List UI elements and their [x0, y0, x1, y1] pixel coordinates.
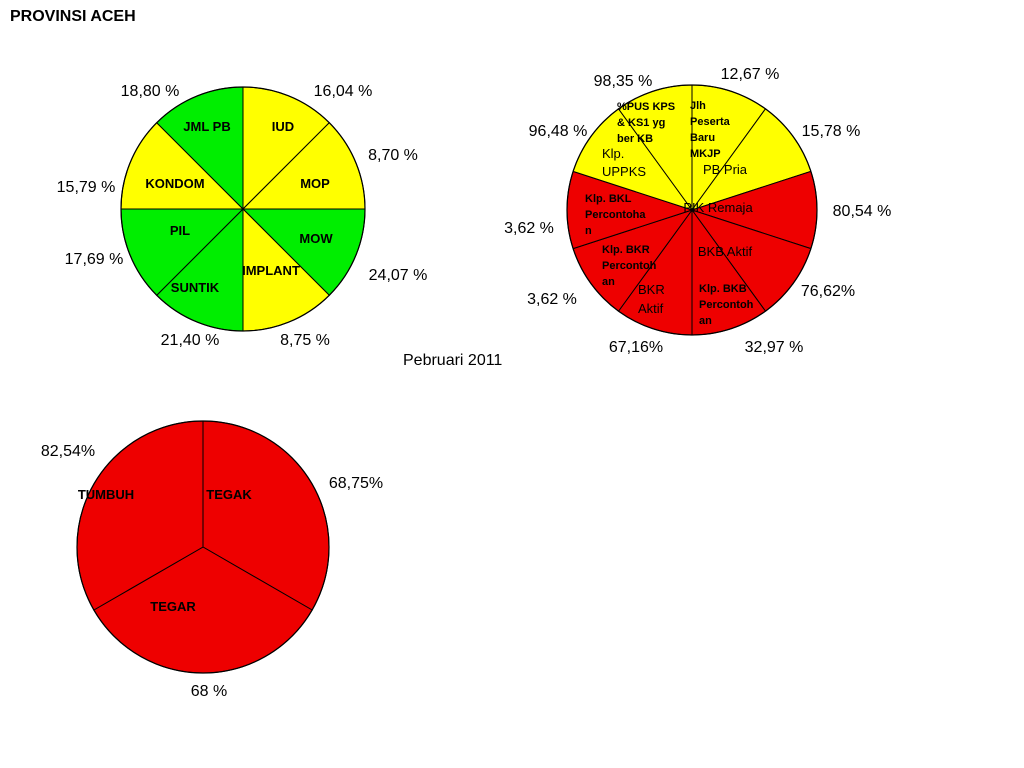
- slice-label-klp-bkr-percontohan-line-1: Klp. BKR: [602, 244, 650, 256]
- slice-label-klp-bkr-percontohan-line-3: an: [602, 276, 615, 288]
- slice-value-klp-bkr-percontohan: 3,62 %: [527, 291, 577, 308]
- slice-label-bkb-aktif: BKB Aktif: [698, 244, 753, 259]
- slice-value-suntik: 21,40 %: [161, 332, 220, 349]
- slice-value-pus-kps-ks1-yg-ber-kb: 98,35 %: [594, 73, 653, 90]
- slice-label-jlh-peserta-baru-mkjp-line-2: Peserta: [690, 116, 731, 128]
- pie-chart-3: TEGAK 68,75% TEGAR 68 % TUMBUH 82,54%: [41, 420, 383, 700]
- slice-value-klp-bkl-percontohan: 3,62 %: [504, 220, 554, 237]
- slice-label-jlh-peserta-baru-mkjp-line-1: Jlh: [690, 100, 706, 112]
- slice-value-bkr-aktif: 67,16%: [609, 339, 663, 356]
- slice-label-klp-uppks-line-1: Klp.: [602, 146, 624, 161]
- slice-value-tumbuh: 82,54%: [41, 443, 95, 460]
- pie-outline-2: [566, 84, 818, 336]
- slice-label-implant: IMPLANT: [242, 263, 300, 278]
- slice-label-klp-bkb-percontohan-line-1: Klp. BKB: [699, 283, 747, 295]
- slice-label-suntik: SUNTIK: [171, 280, 220, 295]
- slice-label-klp-bkl-percontohan-line-3: n: [585, 225, 592, 237]
- slice-label-mop: MOP: [300, 176, 330, 191]
- slice-label-pus-kps-ks1-yg-ber-kb-line-1: %PUS KPS: [617, 101, 675, 113]
- slice-label-jlh-peserta-baru-mkjp-line-3: Baru: [690, 132, 715, 144]
- slice-value-kondom: 15,79 %: [57, 179, 116, 196]
- slice-label-tegak: TEGAK: [206, 487, 252, 502]
- slice-label-pb-pria: PB Pria: [703, 162, 748, 177]
- slice-value-pil: 17,69 %: [65, 251, 124, 268]
- slice-label-klp-bkl-percontohan-line-1: Klp. BKL: [585, 193, 632, 205]
- slice-label-klp-bkl-percontohan-line-2: Percontoha: [585, 209, 646, 221]
- slice-value-tegak: 68,75%: [329, 475, 383, 492]
- slice-value-iud: 16,04 %: [314, 83, 373, 100]
- slice-value-pik-remaja: 80,54 %: [833, 203, 892, 220]
- slice-label-jlh-peserta-baru-mkjp-line-4: MKJP: [690, 148, 721, 160]
- slice-label-klp-bkr-percontohan-line-2: Percontoh: [602, 260, 657, 272]
- pie-outline-3: [76, 420, 330, 674]
- slice-value-jml-pb: 18,80 %: [121, 83, 180, 100]
- slice-value-mow: 24,07 %: [369, 267, 428, 284]
- slice-label-pus-kps-ks1-yg-ber-kb-line-2: & KS1 yg: [617, 117, 665, 129]
- pie-outline-1: [120, 86, 366, 332]
- slice-value-implant: 8,75 %: [280, 332, 330, 349]
- slice-label-tegar: TEGAR: [150, 599, 196, 614]
- page-title: PROVINSI ACEH: [10, 8, 136, 25]
- slice-label-pil: PIL: [170, 223, 190, 238]
- slice-value-tegar: 68 %: [191, 683, 227, 700]
- slice-label-pik-remaja: PIK Remaja: [683, 200, 753, 215]
- slice-label-iud: IUD: [272, 119, 294, 134]
- slice-label-jml-pb: JML PB: [183, 119, 230, 134]
- pie-chart-1: IUD 16,04 % MOP 8,70 % MOW 24,07 % IMPLANT 8,75…: [57, 83, 428, 349]
- pie-chart-2: Jlh Peserta Baru MKJP 12,67 % PB Pria 15,78 % P…: [504, 66, 891, 356]
- slice-value-bkb-aktif: 76,62%: [801, 283, 855, 300]
- slice-label-klp-bkb-percontohan-line-2: Percontoh: [699, 299, 754, 311]
- slice-value-klp-bkb-percontohan: 32,97 %: [745, 339, 804, 356]
- slice-label-bkr-aktif-line-1: BKR: [638, 282, 665, 297]
- slice-value-pb-pria: 15,78 %: [802, 123, 861, 140]
- slice-label-bkr-aktif-line-2: Aktif: [638, 301, 664, 316]
- slice-label-mow: MOW: [299, 231, 333, 246]
- slice-label-pus-kps-ks1-yg-ber-kb-line-3: ber KB: [617, 133, 653, 145]
- slice-value-jlh-peserta-baru-mkjp: 12,67 %: [721, 66, 780, 83]
- slice-label-tumbuh: TUMBUH: [78, 487, 134, 502]
- slice-label-kondom: KONDOM: [145, 176, 204, 191]
- slice-value-mop: 8,70 %: [368, 147, 418, 164]
- slice-label-klp-bkb-percontohan-line-3: an: [699, 315, 712, 327]
- slice-label-klp-uppks-line-2: UPPKS: [602, 164, 646, 179]
- slice-value-klp-uppks: 96,48 %: [529, 123, 588, 140]
- period-label: Pebruari 2011: [403, 352, 503, 369]
